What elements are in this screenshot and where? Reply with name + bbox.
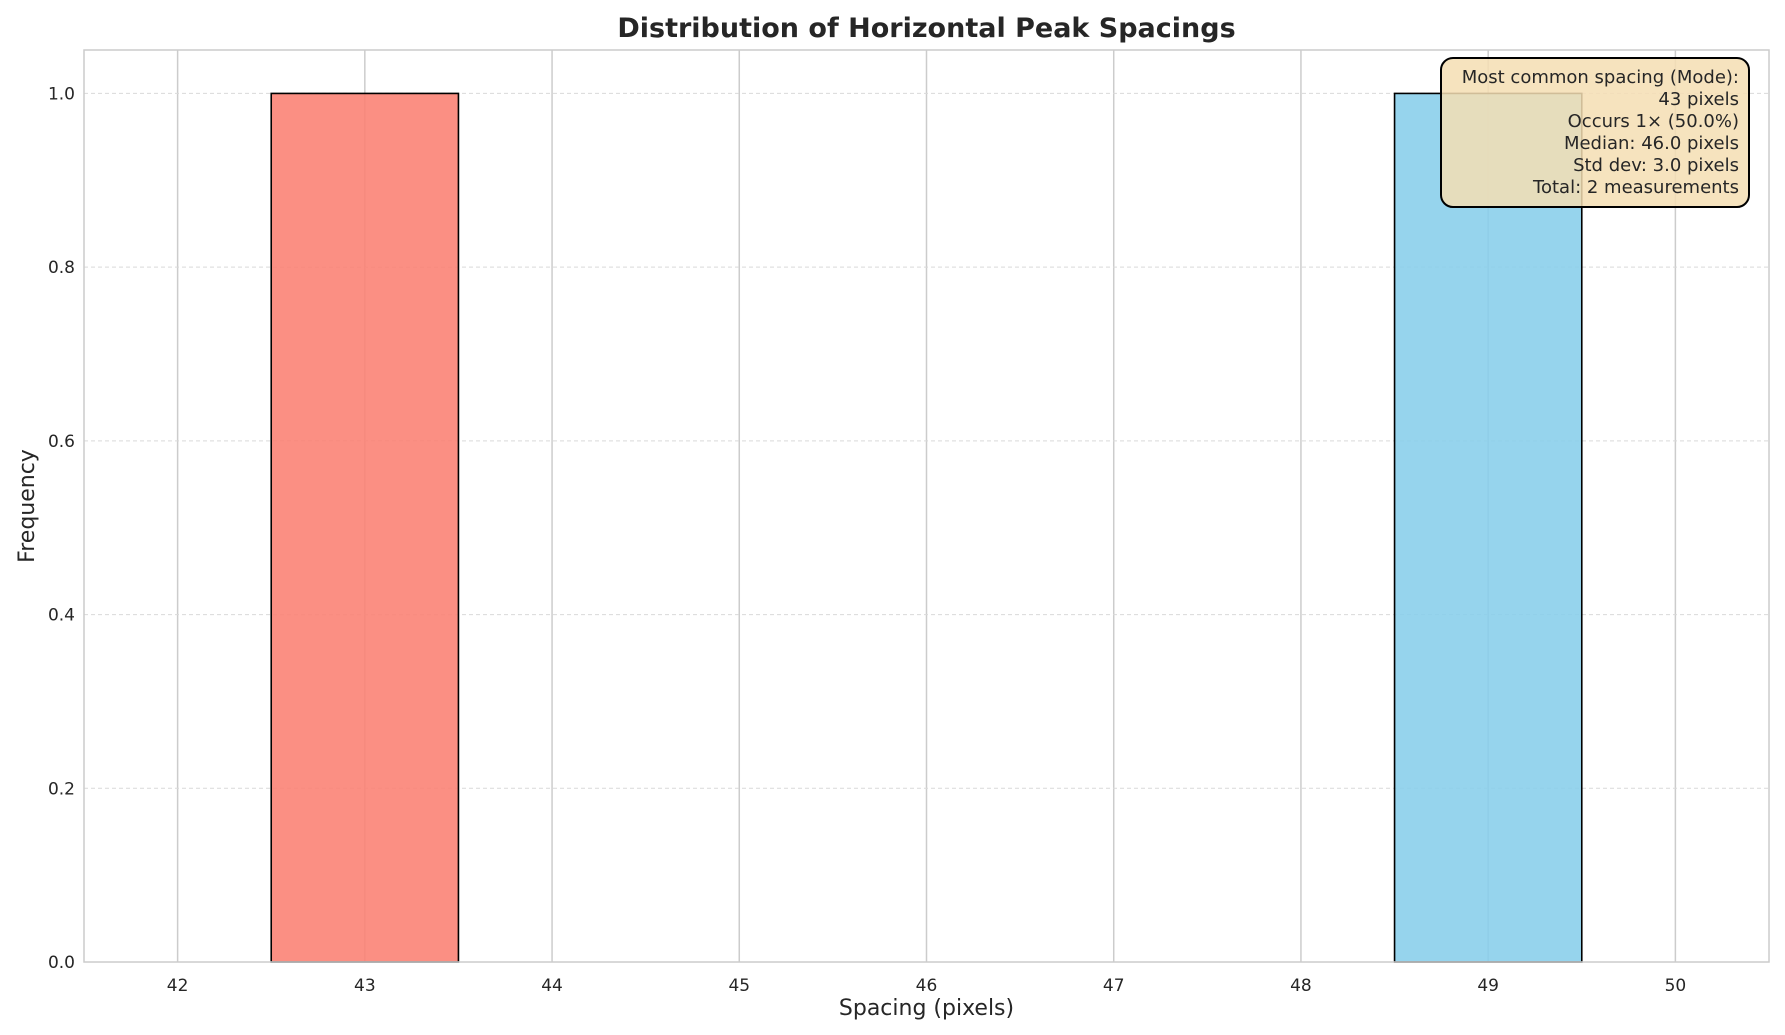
stats-line-mode-title: Most common spacing (Mode): [1462,67,1739,88]
y-tick-label: 0.2 [48,779,75,799]
y-tick-label: 0.4 [48,606,75,626]
x-tick-label: 50 [1665,976,1687,996]
stats-line-total: Total: 2 measurements [1532,177,1739,198]
y-tick-label: 0.8 [48,258,75,278]
x-tick-label: 46 [916,976,938,996]
x-tick-label: 49 [1477,976,1499,996]
x-tick-label: 47 [1103,976,1125,996]
x-axis-label: Spacing (pixels) [839,996,1014,1021]
x-tick-label: 44 [541,976,563,996]
x-tick-labels: 42 43 44 45 46 47 48 49 50 [167,976,1686,996]
y-tick-labels: 0.0 0.2 0.4 0.6 0.8 1.0 [48,84,75,973]
stats-line-std-dev: Std dev: 3.0 pixels [1573,155,1739,176]
bars [270,92,1583,963]
stats-line-mode-value: 43 pixels [1658,89,1739,110]
x-tick-label: 48 [1290,976,1312,996]
chart-title: Distribution of Horizontal Peak Spacings [617,13,1235,44]
y-tick-label: 1.0 [48,84,75,104]
histogram-bar [1393,92,1583,963]
stats-line-median: Median: 46.0 pixels [1564,133,1739,154]
y-tick-label: 0.6 [48,432,75,452]
x-tick-label: 45 [728,976,750,996]
y-axis-label: Frequency [15,449,40,563]
stats-line-occurs: Occurs 1× (50.0%) [1568,111,1739,132]
plot-frame [83,49,1770,963]
stats-box-background [1440,57,1750,208]
stats-box: Most common spacing (Mode): 43 pixels Oc… [1440,57,1750,208]
y-tick-label: 0.0 [48,953,75,973]
x-tick-label: 43 [354,976,376,996]
x-tick-label: 42 [167,976,189,996]
histogram-bar [270,92,460,963]
